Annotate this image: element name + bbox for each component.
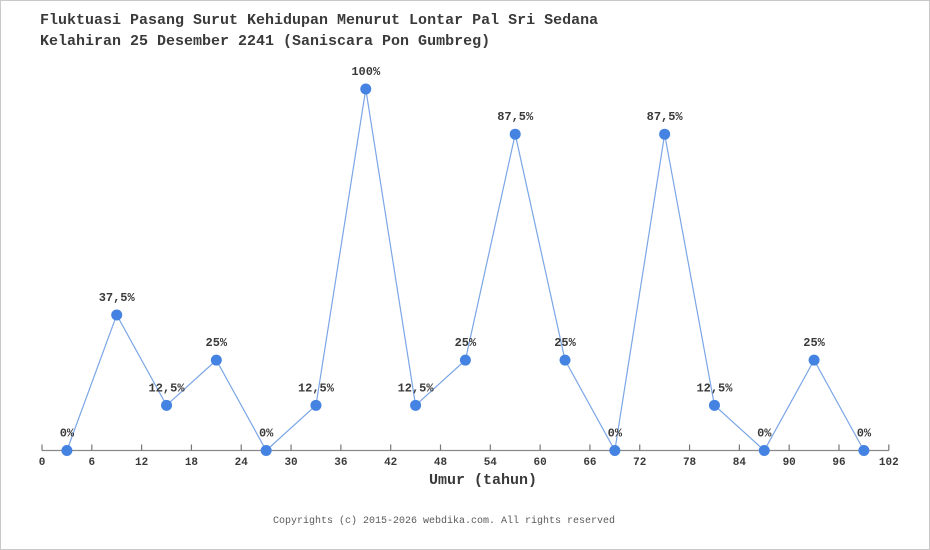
data-point [260, 445, 272, 456]
data-point-label: 12,5% [298, 381, 335, 395]
data-point [609, 445, 621, 456]
data-point-label: 87,5% [647, 110, 684, 124]
data-point-label: 25% [206, 336, 228, 350]
series-line [66, 88, 865, 453]
data-point [758, 445, 770, 456]
data-point [808, 354, 820, 366]
data-point-label: 87,5% [497, 110, 534, 124]
x-tick-label: 96 [832, 457, 845, 469]
x-tick-label: 6 [89, 457, 96, 469]
x-tick-label: 54 [484, 457, 498, 469]
data-point [858, 445, 870, 456]
data-point-label: 25% [803, 336, 825, 350]
data-point-label: 0% [757, 427, 772, 441]
x-tick-label: 30 [284, 457, 297, 469]
data-point [410, 399, 422, 411]
data-point [210, 354, 222, 366]
data-point [161, 399, 173, 411]
x-tick-label: 102 [879, 457, 899, 469]
x-tick-label: 66 [583, 457, 596, 469]
data-point [61, 445, 73, 456]
x-tick-label: 48 [434, 457, 448, 469]
chart-title-line1: Fluktuasi Pasang Surut Kehidupan Menurut… [40, 12, 599, 29]
data-point-label: 12,5% [696, 381, 733, 395]
data-point-label: 12,5% [149, 381, 186, 395]
data-point-label: 0% [259, 427, 274, 441]
data-point-label: 0% [857, 427, 872, 441]
data-point-label: 100% [351, 65, 381, 79]
data-point [708, 399, 720, 411]
x-tick-label: 24 [235, 457, 249, 469]
data-point [559, 354, 571, 366]
data-point [509, 128, 521, 140]
x-tick-label: 84 [733, 457, 747, 469]
x-tick-label: 12 [135, 457, 148, 469]
chart-title: Fluktuasi Pasang Surut Kehidupan Menurut… [40, 10, 598, 52]
x-tick-label: 90 [783, 457, 796, 469]
data-point-label: 37,5% [99, 291, 136, 305]
data-point [360, 83, 372, 95]
x-tick-label: 78 [683, 457, 697, 469]
data-point-label: 12,5% [398, 381, 435, 395]
copyright-text: Copyrights (c) 2015-2026 webdika.com. Al… [273, 516, 616, 527]
data-point-label: 0% [60, 427, 75, 441]
data-point [111, 309, 123, 321]
x-tick-label: 60 [534, 457, 547, 469]
data-point-label: 25% [554, 336, 576, 350]
data-point [310, 399, 322, 411]
data-point-label: 0% [608, 427, 623, 441]
x-tick-label: 0 [39, 457, 46, 469]
data-point-label: 25% [455, 336, 477, 350]
data-point [459, 354, 471, 366]
x-tick-label: 42 [384, 457, 397, 469]
data-point [659, 128, 671, 140]
chart-title-line2: Kelahiran 25 Desember 2241 (Saniscara Po… [40, 33, 491, 50]
x-tick-label: 18 [185, 457, 199, 469]
x-tick-label: 72 [633, 457, 646, 469]
x-tick-label: 36 [334, 457, 347, 469]
x-axis-label: Umur (tahun) [428, 472, 538, 489]
